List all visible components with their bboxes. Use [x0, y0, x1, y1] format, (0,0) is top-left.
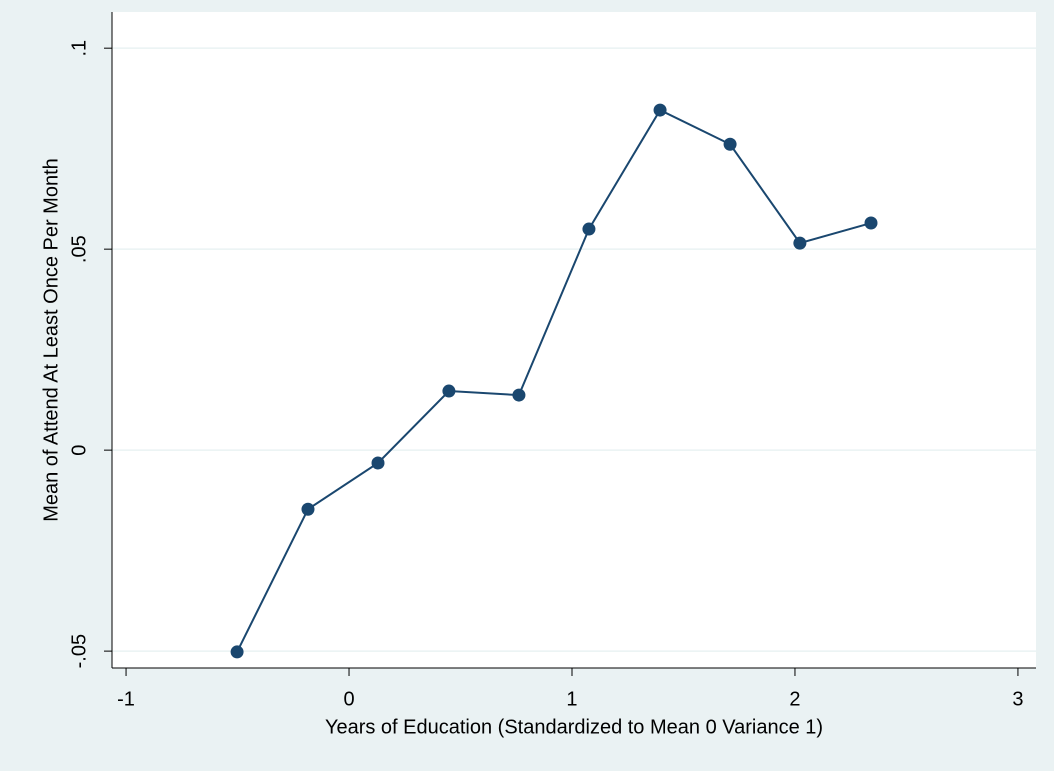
y-tick-label: .05 — [68, 235, 90, 263]
x-axis-title: Years of Education (Standardized to Mean… — [325, 716, 823, 738]
data-point — [230, 645, 244, 659]
data-point — [723, 137, 737, 151]
data-point — [864, 216, 878, 230]
series-line — [236, 108, 872, 653]
y-tick-label: .1 — [68, 40, 90, 57]
y-axis-title: Mean of Attend At Least Once Per Month — [40, 158, 62, 522]
data-point — [301, 502, 315, 516]
data-point — [512, 388, 526, 402]
y-tick-label: 0 — [68, 445, 90, 456]
x-tick-label: 0 — [343, 688, 354, 710]
data-point — [793, 236, 807, 250]
x-tick-label: 2 — [789, 688, 800, 710]
data-point — [653, 103, 667, 117]
plot-area — [112, 12, 1036, 668]
data-point — [371, 456, 385, 470]
data-point — [582, 222, 596, 236]
y-tick-label: -.05 — [68, 634, 90, 668]
x-tick-label: 3 — [1012, 688, 1023, 710]
x-tick-label: 1 — [566, 688, 577, 710]
x-tick-label: -1 — [117, 688, 135, 710]
data-point — [442, 384, 456, 398]
